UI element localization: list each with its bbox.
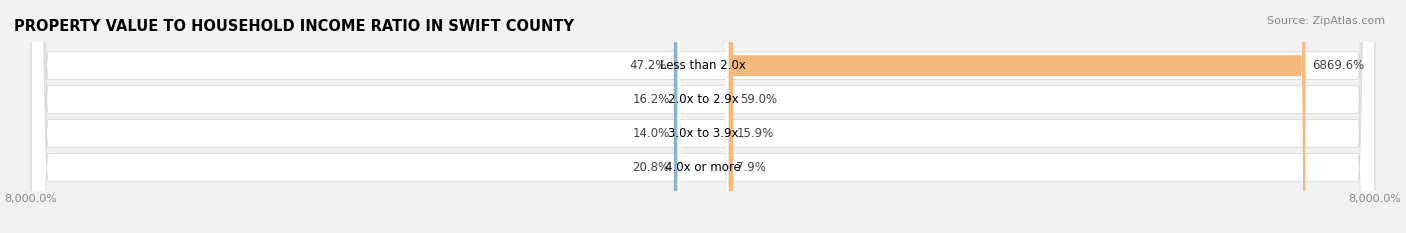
Text: 7.9%: 7.9% [735,161,765,174]
FancyBboxPatch shape [673,0,678,233]
FancyBboxPatch shape [678,0,728,233]
Text: 16.2%: 16.2% [633,93,669,106]
FancyBboxPatch shape [728,0,1305,233]
FancyBboxPatch shape [31,0,1375,233]
Text: Less than 2.0x: Less than 2.0x [659,59,747,72]
Text: 3.0x to 3.9x: 3.0x to 3.9x [668,127,738,140]
FancyBboxPatch shape [673,0,681,233]
Text: Source: ZipAtlas.com: Source: ZipAtlas.com [1267,16,1385,26]
FancyBboxPatch shape [678,0,728,233]
FancyBboxPatch shape [31,0,1375,233]
Text: 15.9%: 15.9% [737,127,773,140]
FancyBboxPatch shape [673,0,681,233]
Text: 59.0%: 59.0% [740,93,778,106]
Text: PROPERTY VALUE TO HOUSEHOLD INCOME RATIO IN SWIFT COUNTY: PROPERTY VALUE TO HOUSEHOLD INCOME RATIO… [14,19,574,34]
FancyBboxPatch shape [724,0,733,233]
Text: 14.0%: 14.0% [633,127,669,140]
FancyBboxPatch shape [725,0,733,233]
FancyBboxPatch shape [678,0,728,233]
Text: 2.0x to 2.9x: 2.0x to 2.9x [668,93,738,106]
Text: 6869.6%: 6869.6% [1312,59,1364,72]
FancyBboxPatch shape [678,0,728,233]
Text: 20.8%: 20.8% [633,161,669,174]
FancyBboxPatch shape [728,0,733,233]
Text: 47.2%: 47.2% [630,59,666,72]
FancyBboxPatch shape [673,0,681,233]
FancyBboxPatch shape [31,0,1375,233]
Text: 4.0x or more: 4.0x or more [665,161,741,174]
FancyBboxPatch shape [31,0,1375,233]
